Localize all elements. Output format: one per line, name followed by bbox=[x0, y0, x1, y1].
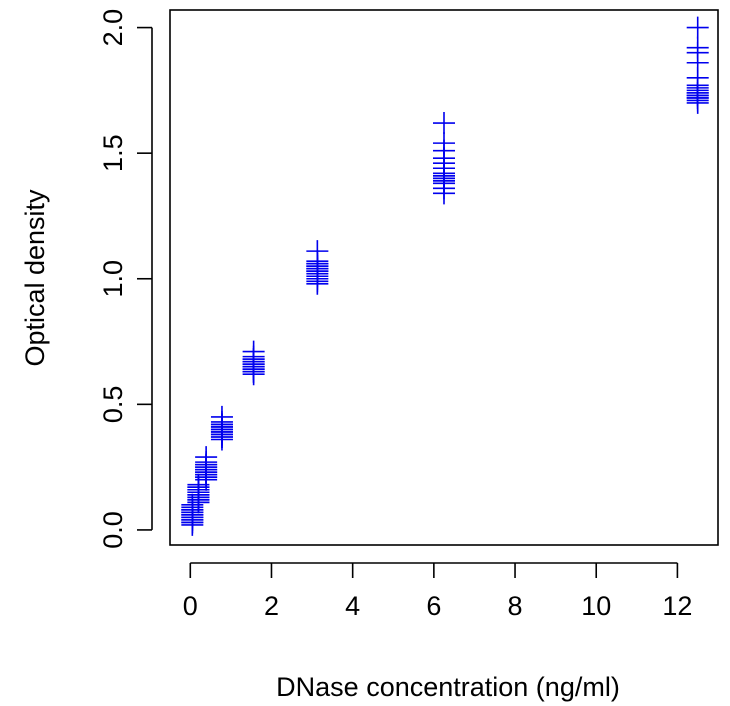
y-tick-label: 1.0 bbox=[98, 260, 128, 298]
data-point bbox=[433, 132, 455, 155]
y-tick-label: 1.5 bbox=[98, 134, 128, 172]
x-tick-label: 12 bbox=[662, 591, 692, 621]
x-tick-label: 0 bbox=[183, 591, 198, 621]
data-point bbox=[181, 501, 204, 524]
y-tick-label: 0.5 bbox=[98, 386, 128, 424]
plot-area bbox=[169, 9, 719, 546]
x-axis-title: DNase concentration (ng/ml) bbox=[276, 672, 620, 702]
y-tick-label: 0.0 bbox=[98, 511, 128, 549]
data-point bbox=[686, 86, 709, 109]
data-point bbox=[433, 167, 455, 190]
data-point bbox=[686, 16, 709, 39]
y-axis-title: Optical density bbox=[20, 189, 50, 367]
plot-frame bbox=[169, 9, 719, 546]
data-point bbox=[433, 112, 455, 135]
x-axis: 0 2 4 6 8 10 12 bbox=[183, 562, 692, 621]
x-tick-label: 2 bbox=[264, 591, 279, 621]
x-tick-label: 6 bbox=[426, 591, 441, 621]
data-point bbox=[242, 348, 265, 371]
x-tick-label: 4 bbox=[345, 591, 360, 621]
data-point bbox=[306, 252, 329, 275]
series-points bbox=[181, 16, 709, 536]
y-tick-label: 2.0 bbox=[98, 9, 128, 47]
data-point bbox=[686, 36, 709, 59]
x-tick-label: 10 bbox=[581, 591, 611, 621]
data-point bbox=[187, 491, 210, 514]
data-point bbox=[195, 453, 218, 476]
x-tick-label: 8 bbox=[508, 591, 523, 621]
y-axis: 0.0 0.5 1.0 1.5 2.0 bbox=[98, 9, 153, 549]
data-point bbox=[210, 413, 233, 436]
